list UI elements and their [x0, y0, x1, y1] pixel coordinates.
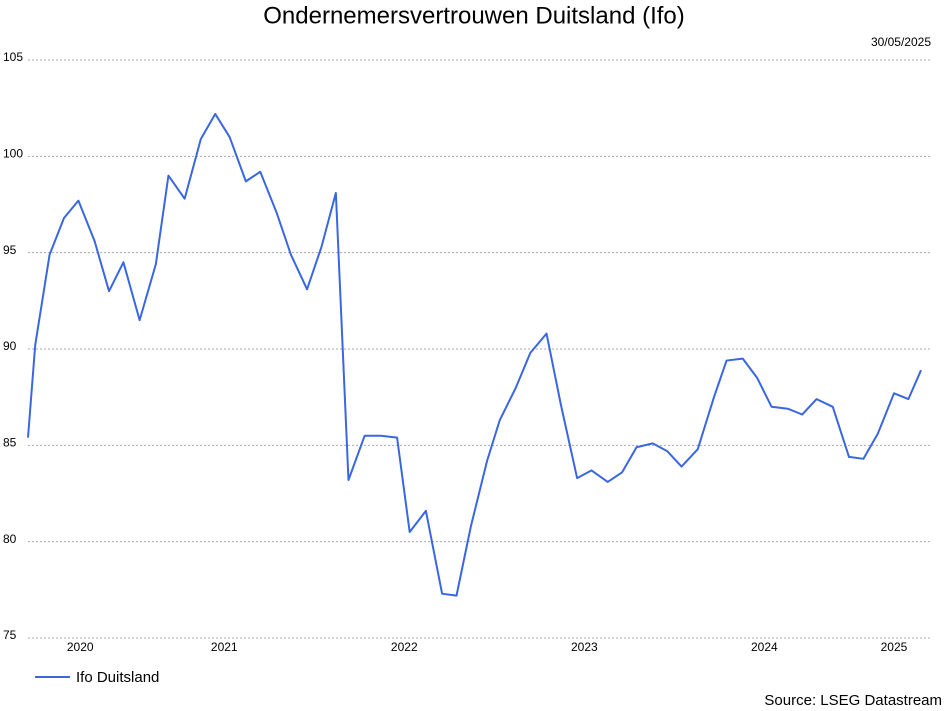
x-tick-label: 2025: [881, 640, 908, 654]
x-tick-label: 2024: [751, 640, 778, 654]
y-tick-label: 90: [3, 339, 17, 353]
chart-title: Ondernemersvertrouwen Duitsland (Ifo): [263, 2, 685, 29]
source-label: Source: LSEG Datastream: [764, 692, 942, 709]
y-tick-label: 75: [3, 628, 17, 642]
legend-label: Ifo Duitsland: [76, 669, 159, 686]
x-tick-label: 2020: [67, 640, 94, 654]
y-tick-label: 95: [3, 243, 17, 257]
x-tick-label: 2021: [211, 640, 238, 654]
y-tick-label: 85: [3, 436, 17, 450]
y-tick-label: 80: [3, 532, 17, 546]
line-series: [27, 112, 922, 597]
y-tick-label: 100: [3, 147, 23, 161]
x-tick-label: 2022: [391, 640, 418, 654]
x-tick-label: 2023: [571, 640, 598, 654]
y-tick-label: 105: [3, 50, 23, 64]
date-label: 30/05/2025: [871, 35, 931, 49]
